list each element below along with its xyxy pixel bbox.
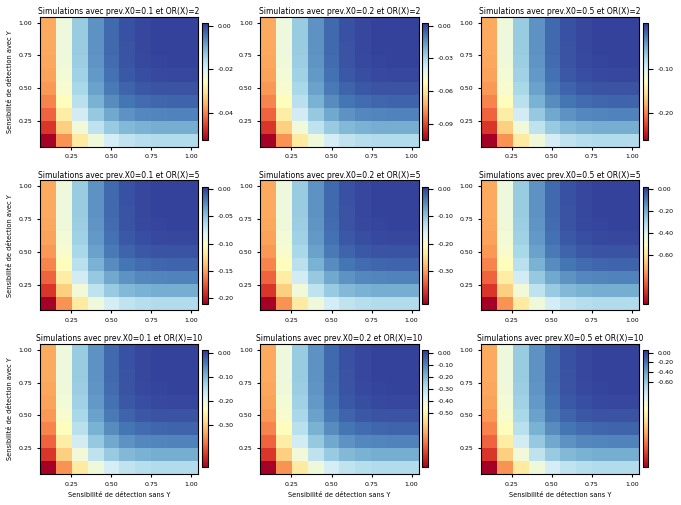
Title: Simulations avec prev.X0=0.2 et OR(X)=5: Simulations avec prev.X0=0.2 et OR(X)=5 xyxy=(259,171,420,179)
Y-axis label: Sensibilité de détection avec Y: Sensibilité de détection avec Y xyxy=(7,194,13,297)
Title: Simulations avec prev.X0=0.5 et OR(X)=5: Simulations avec prev.X0=0.5 et OR(X)=5 xyxy=(479,171,641,179)
Title: Simulations avec prev.X0=0.5 et OR(X)=10: Simulations avec prev.X0=0.5 et OR(X)=10 xyxy=(477,334,643,343)
Title: Simulations avec prev.X0=0.1 et OR(X)=10: Simulations avec prev.X0=0.1 et OR(X)=10 xyxy=(36,334,202,343)
Title: Simulations avec prev.X0=0.1 et OR(X)=2: Simulations avec prev.X0=0.1 et OR(X)=2 xyxy=(38,7,200,16)
Title: Simulations avec prev.X0=0.2 et OR(X)=10: Simulations avec prev.X0=0.2 et OR(X)=10 xyxy=(256,334,423,343)
Title: Simulations avec prev.X0=0.2 et OR(X)=2: Simulations avec prev.X0=0.2 et OR(X)=2 xyxy=(259,7,420,16)
Title: Simulations avec prev.X0=0.5 et OR(X)=2: Simulations avec prev.X0=0.5 et OR(X)=2 xyxy=(479,7,641,16)
Y-axis label: Sensibilité de détection avec Y: Sensibilité de détection avec Y xyxy=(7,30,13,133)
X-axis label: Sensibilité de détection sans Y: Sensibilité de détection sans Y xyxy=(288,492,391,498)
Title: Simulations avec prev.X0=0.1 et OR(X)=5: Simulations avec prev.X0=0.1 et OR(X)=5 xyxy=(38,171,200,179)
X-axis label: Sensibilité de détection sans Y: Sensibilité de détection sans Y xyxy=(68,492,170,498)
X-axis label: Sensibilité de détection sans Y: Sensibilité de détection sans Y xyxy=(509,492,611,498)
Y-axis label: Sensibilité de détection avec Y: Sensibilité de détection avec Y xyxy=(7,358,13,460)
